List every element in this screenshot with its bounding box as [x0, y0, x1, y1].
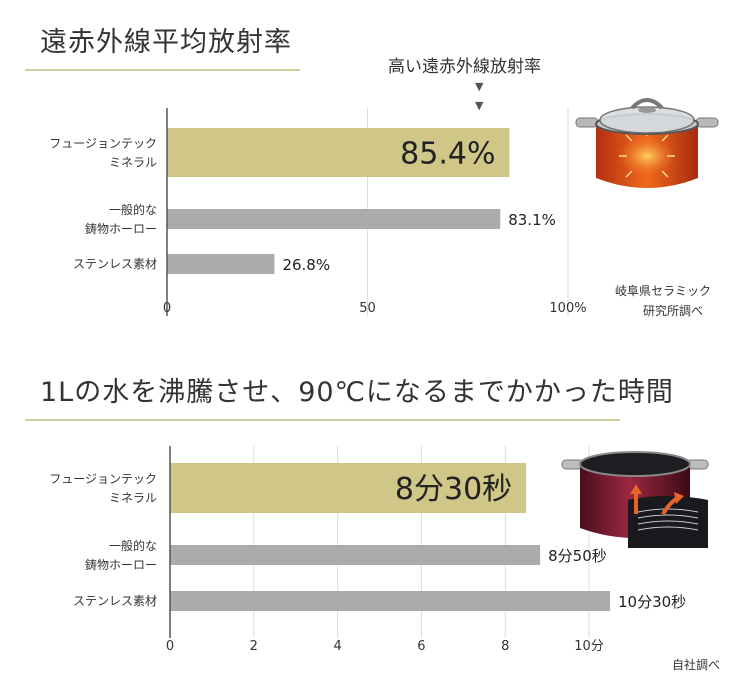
orange-enamel-pot-icon: [572, 86, 722, 196]
category-label: 一般的な: [109, 202, 157, 217]
x-tick-label: 50: [359, 301, 376, 316]
bar-value-label: 26.8%: [282, 256, 330, 274]
chart1-title-rule: [25, 69, 300, 71]
bar-value-label: 8分30秒: [395, 472, 512, 507]
chart1-source-line1: 岐阜県セラミック: [615, 284, 712, 298]
bar: [170, 545, 541, 565]
red-pot-with-heat-arrows-icon: [558, 440, 713, 550]
callout-arrow-icon: ▼: [475, 80, 484, 93]
chart1-title: 遠赤外線平均放射率: [40, 27, 292, 58]
category-label: 鋳物ホーロー: [85, 558, 157, 572]
category-label: ミネラル: [109, 156, 157, 170]
category-label: ステンレス素材: [73, 257, 157, 271]
chart1-source-line2: 研究所調べ: [643, 304, 704, 318]
category-label: 鋳物ホーロー: [85, 222, 157, 236]
x-tick-label: 2: [250, 639, 258, 654]
bar-value-label: 8分50秒: [548, 547, 607, 565]
category-label: ミネラル: [109, 491, 157, 505]
x-tick-label: 6: [417, 639, 425, 654]
x-tick-label: 100%: [549, 301, 586, 316]
bar: [167, 254, 275, 274]
chart2-source: 自社調べ: [672, 658, 721, 672]
highlight-bar: [170, 463, 527, 513]
x-tick-label: 8: [501, 639, 509, 654]
chart1-callout: 高い遠赤外線放射率: [388, 57, 541, 77]
category-label: フュージョンテック: [49, 472, 157, 486]
category-label: ステンレス素材: [73, 594, 157, 608]
bar-value-label: 85.4%: [400, 137, 495, 172]
callout-arrow-icon: ▼: [475, 99, 484, 112]
chart2-title: 1Lの水を沸騰させ、90℃になるまでかかった時間: [40, 377, 674, 408]
bar: [167, 209, 501, 229]
bar-value-label: 10分30秒: [618, 593, 686, 611]
x-tick-label: 10分: [574, 639, 604, 654]
category-label: フュージョンテック: [49, 137, 157, 151]
x-tick-label: 0: [163, 301, 171, 316]
highlight-bar: [167, 128, 510, 177]
x-tick-label: 4: [333, 639, 341, 654]
category-label: 一般的な: [109, 538, 157, 553]
bar-value-label: 83.1%: [508, 211, 556, 229]
x-tick-label: 0: [166, 639, 174, 654]
bar: [170, 591, 610, 611]
chart2-title-rule: [25, 419, 620, 421]
